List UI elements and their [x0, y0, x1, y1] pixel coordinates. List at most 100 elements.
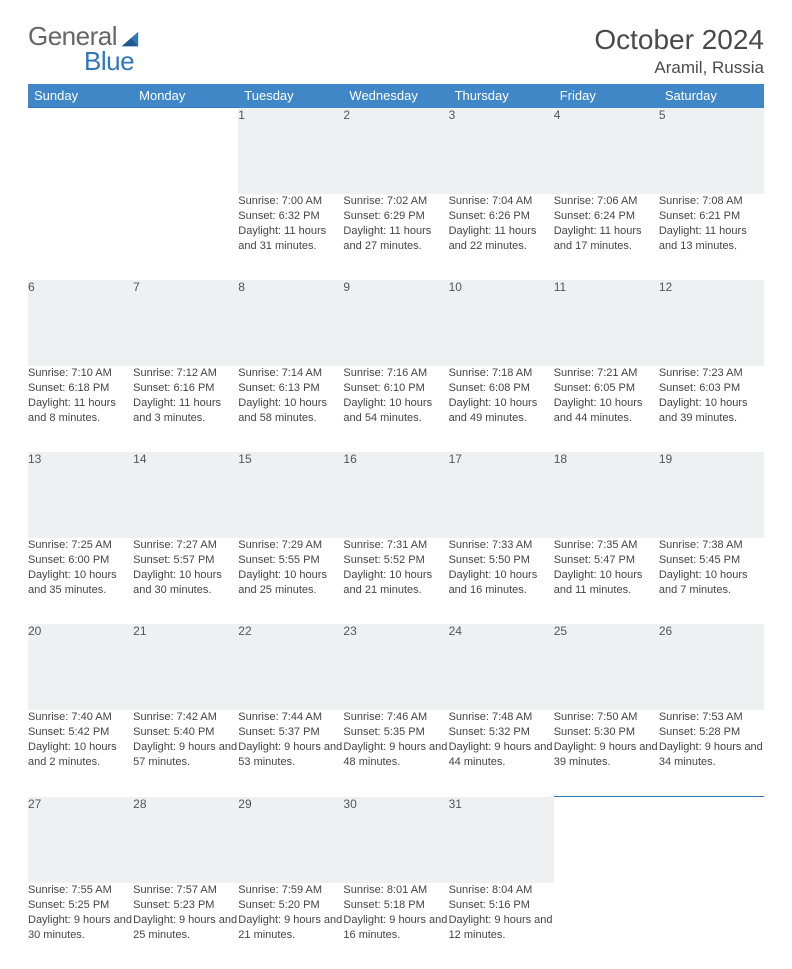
sunrise-text: Sunrise: 7:31 AM — [343, 538, 448, 553]
sunset-text: Sunset: 5:45 PM — [659, 553, 764, 568]
day-body-cell: Sunrise: 7:31 AMSunset: 5:52 PMDaylight:… — [343, 538, 448, 624]
day-number-cell: 1 — [238, 108, 343, 195]
daylight-text: Daylight: 10 hours and 44 minutes. — [554, 396, 659, 426]
sunrise-text: Sunrise: 7:04 AM — [449, 194, 554, 209]
sunset-text: Sunset: 6:26 PM — [449, 209, 554, 224]
daylight-text: Daylight: 9 hours and 16 minutes. — [343, 913, 448, 943]
daylight-text: Daylight: 11 hours and 17 minutes. — [554, 224, 659, 254]
day-number-cell: 31 — [449, 797, 554, 884]
sunrise-text: Sunrise: 7:25 AM — [28, 538, 133, 553]
day-number-cell: 28 — [133, 797, 238, 884]
day-number-row: 12345 — [28, 108, 764, 195]
day-number-cell: 15 — [238, 452, 343, 538]
day-number-cell: 17 — [449, 452, 554, 538]
day-body-cell: Sunrise: 7:16 AMSunset: 6:10 PMDaylight:… — [343, 366, 448, 452]
sunset-text: Sunset: 6:32 PM — [238, 209, 343, 224]
day-body-row: Sunrise: 7:55 AMSunset: 5:25 PMDaylight:… — [28, 883, 764, 969]
daylight-text: Daylight: 10 hours and 25 minutes. — [238, 568, 343, 598]
sunrise-text: Sunrise: 7:59 AM — [238, 883, 343, 898]
day-number-cell: 3 — [449, 108, 554, 195]
day-body-cell: Sunrise: 7:14 AMSunset: 6:13 PMDaylight:… — [238, 366, 343, 452]
day-body-cell — [554, 883, 659, 969]
day-body-cell: Sunrise: 8:01 AMSunset: 5:18 PMDaylight:… — [343, 883, 448, 969]
day-number-cell: 2 — [343, 108, 448, 195]
day-number-cell: 9 — [343, 280, 448, 366]
daylight-text: Daylight: 9 hours and 44 minutes. — [449, 740, 554, 770]
daylight-text: Daylight: 11 hours and 13 minutes. — [659, 224, 764, 254]
sunrise-text: Sunrise: 7:40 AM — [28, 710, 133, 725]
sunrise-text: Sunrise: 7:29 AM — [238, 538, 343, 553]
sunrise-text: Sunrise: 7:10 AM — [28, 366, 133, 381]
sunset-text: Sunset: 5:16 PM — [449, 898, 554, 913]
day-number-cell: 16 — [343, 452, 448, 538]
sunrise-text: Sunrise: 7:18 AM — [449, 366, 554, 381]
logo-text-general: General — [28, 24, 117, 49]
day-number-cell: 8 — [238, 280, 343, 366]
day-body-cell: Sunrise: 7:21 AMSunset: 6:05 PMDaylight:… — [554, 366, 659, 452]
daylight-text: Daylight: 11 hours and 3 minutes. — [133, 396, 238, 426]
sunset-text: Sunset: 5:23 PM — [133, 898, 238, 913]
day-body-cell: Sunrise: 7:35 AMSunset: 5:47 PMDaylight:… — [554, 538, 659, 624]
daylight-text: Daylight: 9 hours and 30 minutes. — [28, 913, 133, 943]
day-body-cell: Sunrise: 7:40 AMSunset: 5:42 PMDaylight:… — [28, 710, 133, 797]
daylight-text: Daylight: 9 hours and 48 minutes. — [343, 740, 448, 770]
sunset-text: Sunset: 6:18 PM — [28, 381, 133, 396]
day-number-cell: 24 — [449, 624, 554, 710]
sunset-text: Sunset: 6:29 PM — [343, 209, 448, 224]
sunrise-text: Sunrise: 7:50 AM — [554, 710, 659, 725]
day-body-cell: Sunrise: 7:10 AMSunset: 6:18 PMDaylight:… — [28, 366, 133, 452]
sunset-text: Sunset: 6:00 PM — [28, 553, 133, 568]
daylight-text: Daylight: 10 hours and 58 minutes. — [238, 396, 343, 426]
day-number-cell: 7 — [133, 280, 238, 366]
daylight-text: Daylight: 10 hours and 49 minutes. — [449, 396, 554, 426]
sunset-text: Sunset: 5:30 PM — [554, 725, 659, 740]
day-number-cell: 13 — [28, 452, 133, 538]
day-number-cell: 25 — [554, 624, 659, 710]
daylight-text: Daylight: 10 hours and 35 minutes. — [28, 568, 133, 598]
day-body-cell: Sunrise: 7:29 AMSunset: 5:55 PMDaylight:… — [238, 538, 343, 624]
day-body-cell — [28, 194, 133, 280]
sunset-text: Sunset: 5:47 PM — [554, 553, 659, 568]
sunset-text: Sunset: 6:16 PM — [133, 381, 238, 396]
sunset-text: Sunset: 5:42 PM — [28, 725, 133, 740]
calendar-table: Sunday Monday Tuesday Wednesday Thursday… — [28, 84, 764, 969]
day-number-cell: 18 — [554, 452, 659, 538]
sunset-text: Sunset: 5:57 PM — [133, 553, 238, 568]
day-body-cell: Sunrise: 7:55 AMSunset: 5:25 PMDaylight:… — [28, 883, 133, 969]
day-body-cell — [133, 194, 238, 280]
day-number-cell — [659, 797, 764, 884]
day-body-cell: Sunrise: 7:44 AMSunset: 5:37 PMDaylight:… — [238, 710, 343, 797]
day-body-cell: Sunrise: 7:18 AMSunset: 6:08 PMDaylight:… — [449, 366, 554, 452]
daylight-text: Daylight: 9 hours and 53 minutes. — [238, 740, 343, 770]
sunset-text: Sunset: 6:24 PM — [554, 209, 659, 224]
daylight-text: Daylight: 10 hours and 7 minutes. — [659, 568, 764, 598]
day-body-cell: Sunrise: 7:59 AMSunset: 5:20 PMDaylight:… — [238, 883, 343, 969]
weekday-header: Thursday — [449, 84, 554, 108]
sunset-text: Sunset: 5:18 PM — [343, 898, 448, 913]
weekday-header: Tuesday — [238, 84, 343, 108]
day-body-row: Sunrise: 7:25 AMSunset: 6:00 PMDaylight:… — [28, 538, 764, 624]
day-body-cell — [659, 883, 764, 969]
sunset-text: Sunset: 5:25 PM — [28, 898, 133, 913]
logo-text-blue: Blue — [84, 49, 141, 74]
day-number-cell: 4 — [554, 108, 659, 195]
day-number-cell: 21 — [133, 624, 238, 710]
sunset-text: Sunset: 5:55 PM — [238, 553, 343, 568]
daylight-text: Daylight: 10 hours and 2 minutes. — [28, 740, 133, 770]
day-body-cell: Sunrise: 7:50 AMSunset: 5:30 PMDaylight:… — [554, 710, 659, 797]
day-body-cell: Sunrise: 7:57 AMSunset: 5:23 PMDaylight:… — [133, 883, 238, 969]
daylight-text: Daylight: 10 hours and 39 minutes. — [659, 396, 764, 426]
sunrise-text: Sunrise: 7:42 AM — [133, 710, 238, 725]
day-number-cell — [133, 108, 238, 195]
day-number-row: 20212223242526 — [28, 624, 764, 710]
day-body-cell: Sunrise: 7:02 AMSunset: 6:29 PMDaylight:… — [343, 194, 448, 280]
title-block: October 2024 Aramil, Russia — [594, 24, 764, 78]
sunrise-text: Sunrise: 7:00 AM — [238, 194, 343, 209]
weekday-header-row: Sunday Monday Tuesday Wednesday Thursday… — [28, 84, 764, 108]
sunrise-text: Sunrise: 7:33 AM — [449, 538, 554, 553]
daylight-text: Daylight: 11 hours and 31 minutes. — [238, 224, 343, 254]
location: Aramil, Russia — [594, 58, 764, 78]
daylight-text: Daylight: 11 hours and 22 minutes. — [449, 224, 554, 254]
sunset-text: Sunset: 5:20 PM — [238, 898, 343, 913]
weekday-header: Saturday — [659, 84, 764, 108]
